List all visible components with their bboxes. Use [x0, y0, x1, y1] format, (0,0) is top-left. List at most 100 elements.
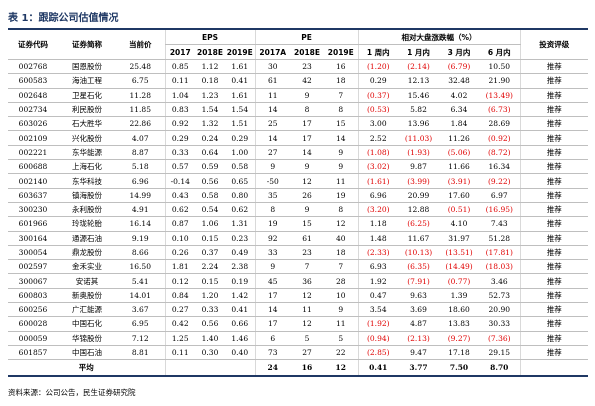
- table-cell: 3.00: [357, 116, 399, 132]
- table-cell: 21.90: [479, 73, 521, 89]
- table-cell: 42: [290, 73, 325, 89]
- table-cell: 28.69: [479, 116, 521, 132]
- table-cell: 13.83: [439, 316, 480, 332]
- table-cell: 0.56: [195, 316, 225, 332]
- table-cell: 25: [254, 116, 291, 132]
- table-cell: 5.18: [116, 159, 165, 175]
- table-cell: 12: [290, 288, 325, 304]
- table-cell: (0.77): [439, 273, 480, 289]
- table-row: 603026 石大胜华 22.86 0.92 1.32 1.51 25 17 15 3.00 13.…: [8, 116, 589, 132]
- table-cell: 0.59: [195, 159, 225, 175]
- table-cell: 29.15: [479, 345, 521, 361]
- table-cell: 6.96: [116, 173, 165, 189]
- table-cell: 7: [290, 259, 325, 275]
- table-cell: 11: [254, 88, 291, 103]
- table-cell: 鼎龙股份: [58, 245, 116, 261]
- table-cell: 1.31: [225, 216, 256, 232]
- table-cell: 0.40: [225, 345, 256, 361]
- table-cell: 0.10: [164, 231, 195, 246]
- table-cell: 16.34: [479, 159, 521, 175]
- header-cell: 6 月内: [479, 44, 521, 60]
- table-cell: 18.60: [439, 302, 480, 318]
- header-cell: 当前价: [116, 28, 165, 60]
- table-cell: 6.93: [357, 259, 399, 275]
- table-cell: 22.86: [116, 116, 165, 132]
- table-cell: 600803: [8, 288, 58, 304]
- table-cell: 23: [290, 245, 325, 261]
- table-row: 300054 鼎龙股份 8.66 0.26 0.37 0.49 33 23 18 (2.33) (1…: [8, 245, 589, 261]
- table-cell: 16.14: [116, 216, 165, 232]
- table-cell: 4.87: [398, 316, 440, 332]
- table-cell: 1.54: [225, 102, 256, 118]
- table-row: 600028 中国石化 6.95 0.42 0.56 0.66 17 12 11 (1.92) 4.…: [8, 316, 589, 332]
- table-cell: 14.01: [116, 288, 165, 304]
- table-row: 300230 永利股份 4.91 0.62 0.54 0.62 8 9 8 (3.20) 12.88…: [8, 202, 589, 218]
- table-cell: 推荐: [519, 273, 589, 289]
- table-cell: 30: [254, 59, 291, 75]
- table-cell: 6.34: [439, 102, 480, 118]
- table-cell: 14: [254, 302, 291, 318]
- table-cell: 5: [324, 331, 359, 346]
- table-cell: 61: [290, 231, 325, 246]
- table-cell: 0.66: [225, 316, 256, 332]
- table-cell: 镇海股份: [58, 188, 116, 203]
- table-cell: 0.26: [164, 245, 195, 261]
- table-cell: 002140: [8, 173, 58, 189]
- table-cell: 0.54: [195, 202, 225, 218]
- table-cell: 0.83: [164, 102, 195, 118]
- table-cell: 中国石油: [58, 345, 116, 361]
- table-cell: 0.42: [164, 316, 195, 332]
- table-cell: (6.79): [439, 59, 480, 75]
- header-group: 相对大盘涨跌幅（%）: [357, 28, 521, 45]
- table-cell: 14.99: [116, 188, 165, 203]
- table-cell: 18: [324, 73, 359, 89]
- table-cell: 1.46: [225, 331, 256, 346]
- table-cell: 1.54: [195, 102, 225, 118]
- table-cell: 1.06: [195, 216, 225, 232]
- table-cell: 9: [290, 202, 325, 218]
- table-cell: 600028: [8, 316, 58, 332]
- table-cell: 上海石化: [58, 159, 116, 175]
- table-cell: 5.41: [116, 273, 165, 289]
- table-cell: (17.81): [479, 245, 521, 261]
- table-cell: 推荐: [519, 59, 589, 75]
- source-note: 资料来源：公司公告，民生证券研究院: [8, 388, 136, 397]
- table-cell: 8: [324, 102, 359, 118]
- table-cell: (0.37): [357, 88, 399, 103]
- table-cell: 0.43: [164, 188, 195, 203]
- table-cell: 7.12: [116, 331, 165, 346]
- table-cell: 36: [290, 273, 325, 289]
- table-cell: (1.61): [357, 173, 399, 189]
- table-cell: 10: [324, 288, 359, 304]
- table-cell: 0.41: [225, 302, 256, 318]
- table-cell: 0.62: [164, 202, 195, 218]
- table-cell: 2.38: [225, 259, 256, 275]
- table-cell: 0.15: [195, 273, 225, 289]
- table-row: 002109 兴化股份 4.07 0.29 0.24 0.29 14 17 14 2.52 (11.…: [8, 130, 589, 146]
- table-cell: 603026: [8, 116, 58, 132]
- table-cell: 0.11: [164, 345, 195, 361]
- table-cell: 27: [254, 145, 291, 161]
- table-cell: 300067: [8, 273, 58, 289]
- table-cell: (8.72): [479, 145, 521, 161]
- header-cell: 2018E: [290, 44, 325, 60]
- table-cell: 推荐: [519, 202, 589, 218]
- table-cell: 19: [254, 216, 291, 232]
- table-cell: 推荐: [519, 173, 589, 189]
- table-row: 603637 镇海股份 14.99 0.43 0.58 0.80 35 26 19 6.96 20.…: [8, 188, 589, 203]
- table-cell: 0.57: [164, 159, 195, 175]
- table-cell: (16.95): [479, 202, 521, 218]
- table-cell: 26: [290, 188, 325, 203]
- table-cell: (10.13): [398, 245, 440, 261]
- table-cell: (2.33): [357, 245, 399, 261]
- table-cell: (18.03): [479, 259, 521, 275]
- valuation-table: 证券代码 证券简称 当前价 EPS PE 相对大盘涨跌幅（%） 投资评级 201…: [8, 28, 589, 378]
- table-cell: 推荐: [519, 116, 589, 132]
- table-cell: 0.49: [225, 245, 256, 261]
- table-cell: 20.99: [398, 188, 440, 203]
- table-cell: 12: [290, 316, 325, 332]
- table-cell: 通源石油: [58, 231, 116, 246]
- table-cell: 石大胜华: [58, 116, 116, 132]
- table-cell: 6.95: [116, 316, 165, 332]
